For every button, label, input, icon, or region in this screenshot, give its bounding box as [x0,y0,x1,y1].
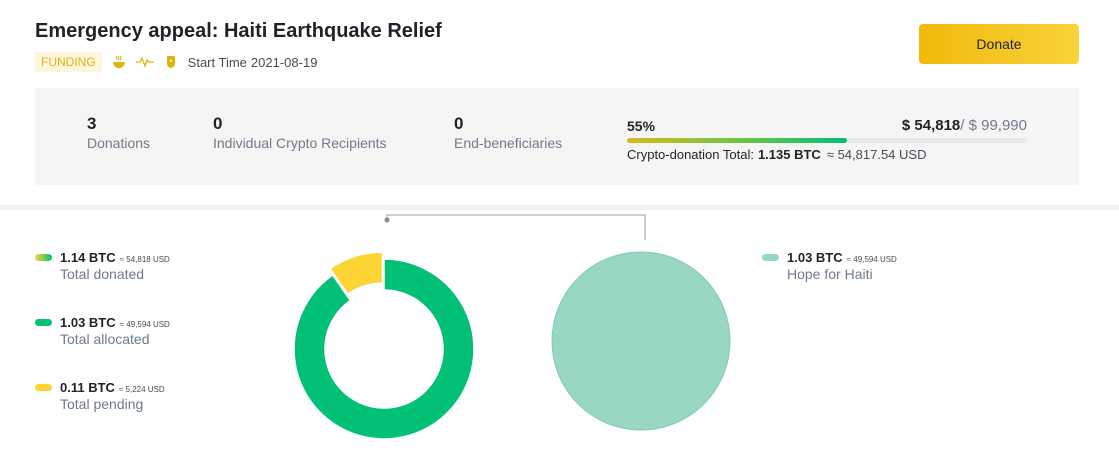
crypto-total-label: Crypto-donation Total: [627,147,754,162]
funding-tag: FUNDING [35,52,102,72]
legend-usd: ≈ 49,594 USD [119,320,170,329]
stat-beneficiaries: 0 End-beneficiaries [454,114,562,152]
legend-usd: ≈ 5,224 USD [118,385,165,394]
legend-btc: 1.03 BTC [787,250,843,265]
legend-swatch [35,384,52,391]
bowl-icon [112,55,125,68]
section-divider [0,205,1119,210]
donations-count: 3 [87,114,97,133]
badge-icon [166,56,175,68]
donut-slice-total-pending[interactable] [329,251,384,296]
recipients-label: Individual Crypto Recipients [213,135,387,151]
legend-btc: 1.14 BTC [60,250,116,265]
start-time-label: Start Time [187,54,247,70]
legend-label: Hope for Haiti [787,266,873,282]
stat-donations: 3 Donations [87,114,150,152]
stat-recipients: 0 Individual Crypto Recipients [213,114,387,152]
beneficiaries-count: 0 [454,114,464,133]
recipient-pie-chart [551,251,731,431]
legend-label: Total donated [60,266,145,282]
tag-row: FUNDING Start Time 2021-08-19 [35,52,317,72]
donate-button[interactable]: Donate [919,24,1079,64]
recipients-count: 0 [213,114,223,133]
legend-total-donated: 1.14 BTC ≈ 54,818 USD Total donated [35,250,170,282]
connector-dot [384,217,390,223]
legend-total-allocated: 1.03 BTC ≈ 49,594 USD Total allocated [35,315,170,347]
legend-total-pending: 0.11 BTC ≈ 5,224 USD Total pending [35,380,165,412]
goal-value: / $ 99,990 [960,117,1027,134]
legend-btc: 1.03 BTC [60,315,116,330]
crypto-total-btc: 1.135 BTC [757,147,821,162]
legend-swatch [35,319,52,326]
raised-amount: $ 54,818/ $ 99,990 [902,117,1027,134]
legend-hope-for-haiti: 1.03 BTC ≈ 49,594 USD Hope for Haiti [762,250,897,282]
legend-usd: ≈ 49,594 USD [846,255,897,264]
stats-panel: 3 Donations 0 Individual Crypto Recipien… [35,88,1079,185]
progress-bar [627,138,1027,143]
legend-label: Total pending [60,396,144,412]
legend-usd: ≈ 54,818 USD [119,255,170,264]
connector-line [386,214,646,240]
crypto-total-usd: ≈ 54,817.54 USD [826,147,927,162]
start-time-value: 2021-08-19 [250,54,318,70]
legend-btc: 0.11 BTC [60,380,115,395]
donut-slice-total-allocated[interactable] [293,258,475,440]
page-title: Emergency appeal: Haiti Earthquake Relie… [35,20,442,42]
donut-chart [293,251,475,440]
progress-bar-fill [627,138,847,143]
progress-percent: 55% [627,118,656,134]
legend-swatch [762,254,779,261]
pie-slice-hope-for-haiti[interactable] [551,251,731,431]
donations-label: Donations [87,135,151,151]
legend-swatch [35,254,52,261]
legend-label: Total allocated [60,331,150,347]
crypto-total: Crypto-donation Total: 1.135 BTC ≈ 54,817.… [627,147,926,162]
beneficiaries-label: End-beneficiaries [454,135,563,151]
raised-value: $ 54,818 [901,117,961,134]
start-time: Start Time 2021-08-19 [188,55,318,70]
heartbeat-icon [135,56,154,68]
